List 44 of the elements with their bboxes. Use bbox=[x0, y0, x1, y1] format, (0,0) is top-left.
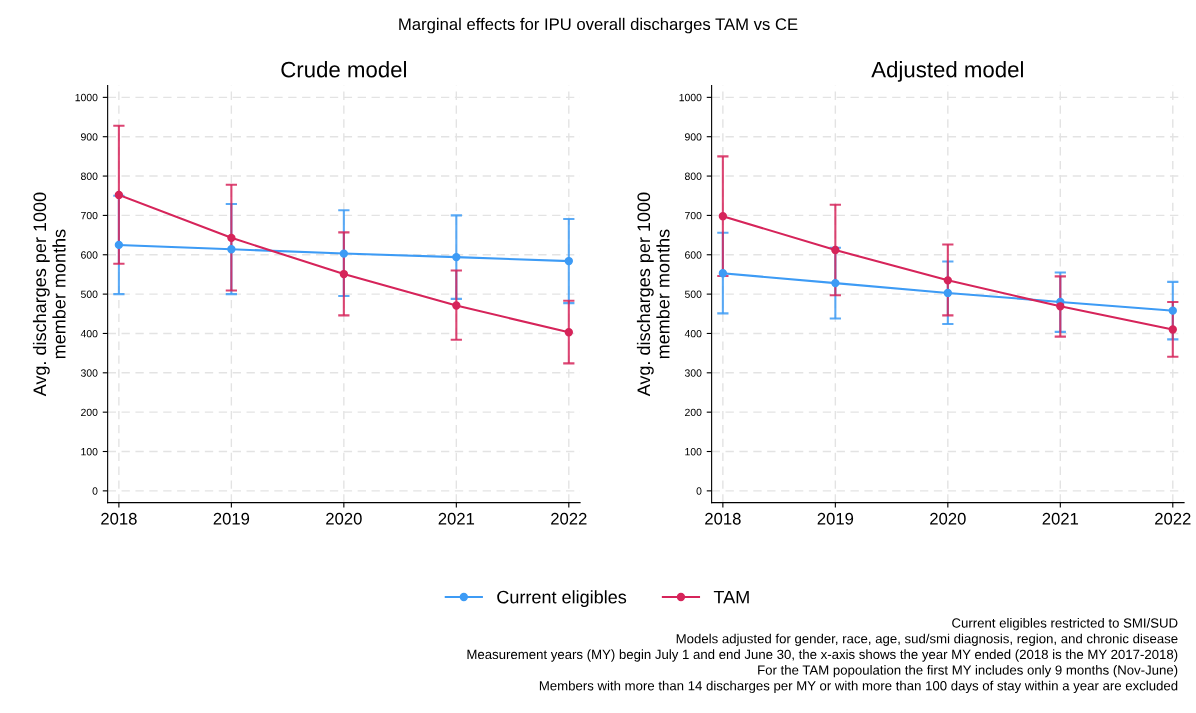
x-tick-label: 2020 bbox=[326, 512, 362, 525]
x-tick-label: 2018 bbox=[705, 512, 741, 525]
y-tick-label: 700 bbox=[685, 211, 702, 220]
y-tick-label: 1000 bbox=[75, 93, 98, 102]
text: Current eligibles restricted to SMI/SUD bbox=[952, 617, 1178, 631]
x-tick-label: 2022 bbox=[1155, 512, 1191, 525]
y-tick-label: 500 bbox=[684, 290, 702, 298]
legend-label: Current eligibles bbox=[497, 590, 627, 608]
y-tick-label: 500 bbox=[80, 290, 98, 298]
y-tick-label: 600 bbox=[81, 251, 98, 259]
x-tick-label: 2021 bbox=[1042, 512, 1079, 525]
x-tick-label: 2018 bbox=[101, 512, 137, 525]
y-tick-label: 300 bbox=[80, 369, 98, 377]
x-tick-label: 2021 bbox=[438, 512, 475, 525]
x-tick-label: 2019 bbox=[213, 512, 250, 525]
y-tick-label: 400 bbox=[684, 329, 702, 338]
y-tick-label: 400 bbox=[80, 329, 98, 338]
y-tick-label: 200 bbox=[685, 408, 702, 417]
chart-title: Crude model bbox=[281, 61, 406, 78]
x-tick-label: 2020 bbox=[930, 512, 966, 525]
y-tick-label: 900 bbox=[81, 133, 98, 141]
y-axis-title: Avg. discharges per 1000 member months bbox=[636, 192, 670, 397]
text: Measurement years (MY) begin July 1 and end June 30, the x-axis shows the year MY ended (2018 is the MY 2017-2018) bbox=[467, 649, 1178, 662]
legend-label: TAM bbox=[713, 590, 749, 604]
y-tick-label: 900 bbox=[685, 133, 702, 141]
y-tick-label: 100 bbox=[81, 448, 98, 456]
y-tick-label: 800 bbox=[80, 172, 98, 180]
x-tick-label: 2019 bbox=[817, 512, 854, 525]
y-tick-label: 100 bbox=[685, 448, 702, 456]
x-tick-label: 2022 bbox=[551, 512, 587, 525]
y-tick-label: 700 bbox=[81, 211, 98, 220]
y-tick-label: 1000 bbox=[679, 93, 702, 102]
chart-title: Adjusted model bbox=[871, 61, 1023, 82]
y-tick-label: 200 bbox=[81, 408, 98, 417]
y-tick-label: 300 bbox=[684, 369, 702, 377]
text: For the TAM popoulation the first MY includes only 9 months (Nov-June) bbox=[758, 665, 1178, 678]
text: Members with more than 14 discharges per MY or with more than 100 days of stay within a year are excluded bbox=[539, 680, 1178, 694]
text: Models adjusted for gender, race, age, sud/smi diagnosis, region, and chronic disease bbox=[676, 633, 1178, 646]
y-tick-label: 0 bbox=[696, 487, 702, 495]
y-tick-label: 800 bbox=[684, 172, 702, 180]
y-axis-title: Avg. discharges per 1000 member months bbox=[32, 192, 66, 397]
y-tick-label: 600 bbox=[685, 251, 702, 259]
y-tick-label: 0 bbox=[92, 487, 98, 495]
text: Marginal effects for IPU overall discharges TAM vs CE bbox=[399, 17, 798, 34]
